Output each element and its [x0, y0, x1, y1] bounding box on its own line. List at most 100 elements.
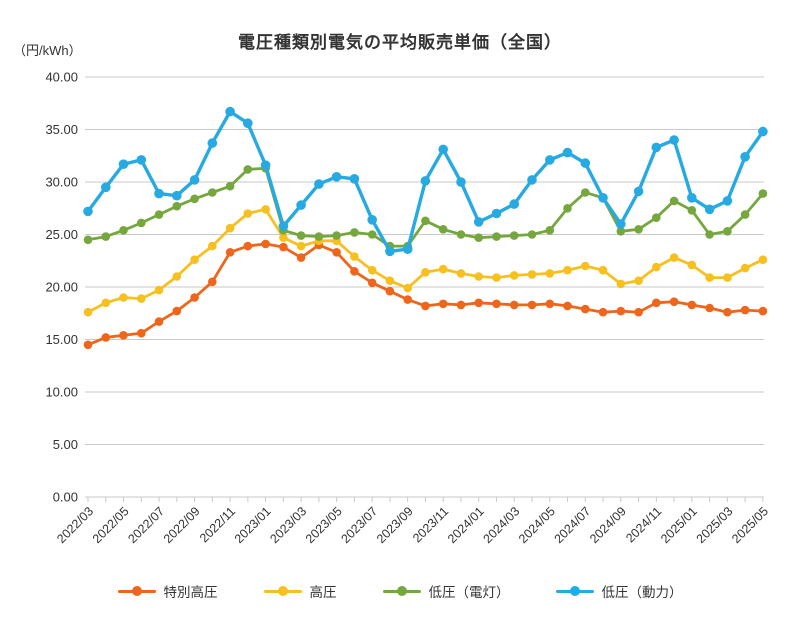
- data-point-2-2022/08: [172, 201, 182, 211]
- data-point-2-2024/04: [527, 230, 537, 239]
- data-point-1-2025/05: [758, 255, 768, 264]
- data-point-2-2024/03: [509, 231, 519, 240]
- x-tick-label-2024/01: 2024/01: [445, 504, 487, 546]
- y-tick-label-15.00: 15.00: [45, 332, 78, 347]
- legend-item-3: 低圧（動力）: [555, 581, 683, 601]
- data-point-3-2025/04: [740, 152, 750, 162]
- x-tick-label-2022/09: 2022/09: [161, 504, 203, 546]
- data-point-2-2022/06: [137, 218, 146, 228]
- data-point-1-2022/04: [101, 298, 111, 308]
- legend-marker-icon: [263, 586, 302, 596]
- data-point-0-2022/12: [243, 241, 253, 251]
- x-tick-label-2022/05: 2022/05: [90, 504, 132, 546]
- data-point-3-2022/06: [136, 155, 147, 165]
- legend-item-0: 特別高圧: [117, 581, 218, 601]
- x-tick-label-2024/09: 2024/09: [587, 504, 629, 546]
- data-point-1-2023/07: [367, 265, 377, 275]
- legend-item-2: 低圧（電灯）: [382, 581, 510, 601]
- y-axis-unit-label: （円/kWh）: [13, 43, 82, 58]
- data-point-0-2025/03: [723, 307, 732, 317]
- data-point-3-2023/01: [260, 160, 271, 170]
- x-tick-label-2025/03: 2025/03: [694, 504, 736, 546]
- data-point-1-2025/01: [687, 260, 697, 270]
- data-point-2-2023/10: [421, 216, 430, 226]
- data-point-2-2025/02: [705, 230, 714, 239]
- data-point-3-2024/11: [651, 142, 662, 153]
- data-point-0-2022/06: [137, 328, 146, 338]
- data-point-3-2022/10: [207, 138, 218, 148]
- legend-item-1: 高圧: [263, 581, 337, 601]
- data-point-2-2023/07: [367, 230, 377, 239]
- data-point-0-2022/03: [83, 340, 93, 350]
- legend-marker-icon: [382, 586, 421, 596]
- data-point-3-2023/05: [331, 172, 342, 182]
- legend-label-1: 高圧: [309, 585, 337, 600]
- data-point-0-2025/05: [758, 306, 768, 316]
- data-point-2-2024/12: [669, 196, 679, 206]
- data-point-1-2023/02: [279, 233, 288, 242]
- data-point-1-2022/10: [208, 241, 217, 251]
- data-point-3-2024/04: [527, 175, 537, 185]
- data-point-3-2024/07: [580, 158, 591, 168]
- plot-svg: 0.00 5.00 10.00 15.00 20.00 25.00 30.00 35.00 40…: [45, 70, 771, 547]
- series-line-0: [86, 242, 765, 347]
- data-point-3-2024/03: [509, 199, 519, 209]
- data-point-3-2024/10: [633, 186, 644, 197]
- data-point-3-2024/08: [598, 193, 608, 203]
- data-point-0-2022/04: [101, 333, 111, 342]
- data-point-3-2022/05: [118, 159, 129, 169]
- data-point-0-2025/04: [740, 305, 750, 315]
- chart-title: 電圧種類別電気の平均販売単価（全国）: [238, 33, 562, 52]
- x-tick-label-2022/03: 2022/03: [54, 504, 96, 546]
- x-tick-label-2023/11: 2023/11: [410, 504, 451, 545]
- data-point-0-2022/09: [190, 293, 199, 302]
- data-point-0-2023/02: [279, 242, 288, 252]
- y-tick-label-0.00: 0.00: [53, 490, 78, 505]
- data-point-0-2024/06: [563, 301, 572, 311]
- data-point-1-2024/04: [527, 270, 537, 279]
- data-point-3-2023/11: [438, 144, 449, 155]
- data-point-2-2024/06: [563, 204, 572, 213]
- x-tick-label-2023/07: 2023/07: [338, 504, 380, 546]
- data-point-0-2023/01: [261, 239, 270, 249]
- x-tick-label-2023/03: 2023/03: [267, 504, 309, 546]
- data-point-3-2024/01: [473, 217, 484, 227]
- data-point-1-2024/02: [492, 273, 501, 282]
- data-point-2-2023/12: [456, 230, 466, 239]
- data-point-0-2022/11: [225, 248, 235, 257]
- x-tick-label-2025/05: 2025/05: [729, 504, 771, 546]
- data-point-3-2024/06: [562, 147, 573, 158]
- data-point-1-2024/10: [634, 276, 643, 286]
- data-point-0-2024/09: [616, 306, 626, 316]
- data-point-2-2024/09: [616, 227, 626, 236]
- data-point-1-2023/03: [296, 241, 306, 251]
- data-point-0-2024/12: [669, 297, 679, 307]
- data-point-3-2023/04: [314, 179, 324, 189]
- data-point-0-2023/11: [438, 299, 448, 309]
- data-point-1-2023/11: [438, 264, 448, 274]
- data-point-0-2024/04: [527, 300, 537, 310]
- data-point-2-2022/07: [154, 210, 164, 219]
- x-tick-label-2023/09: 2023/09: [374, 504, 416, 546]
- data-point-0-2023/03: [296, 253, 306, 262]
- legend-label-2: 低圧（電灯）: [428, 585, 510, 600]
- data-point-0-2023/12: [456, 300, 466, 310]
- y-tick-label-35.00: 35.00: [45, 122, 78, 137]
- data-point-3-2023/07: [367, 215, 378, 225]
- x-tick-label-2024/05: 2024/05: [516, 504, 558, 546]
- data-point-0-2025/01: [687, 300, 697, 310]
- data-point-3-2025/01: [687, 193, 697, 203]
- data-point-2-2023/04: [314, 232, 324, 241]
- data-point-3-2025/05: [758, 126, 768, 137]
- data-point-1-2023/01: [261, 205, 270, 214]
- data-point-1-2023/09: [403, 283, 413, 293]
- data-point-1-2022/11: [225, 223, 235, 233]
- y-tick-label-5.00: 5.00: [53, 437, 78, 452]
- data-point-3-2022/11: [225, 106, 235, 117]
- data-point-3-2024/09: [616, 219, 626, 229]
- data-point-2-2022/03: [83, 235, 93, 245]
- data-point-2-2024/07: [581, 188, 590, 197]
- data-point-0-2023/10: [421, 301, 430, 311]
- data-point-3-2023/06: [349, 174, 360, 184]
